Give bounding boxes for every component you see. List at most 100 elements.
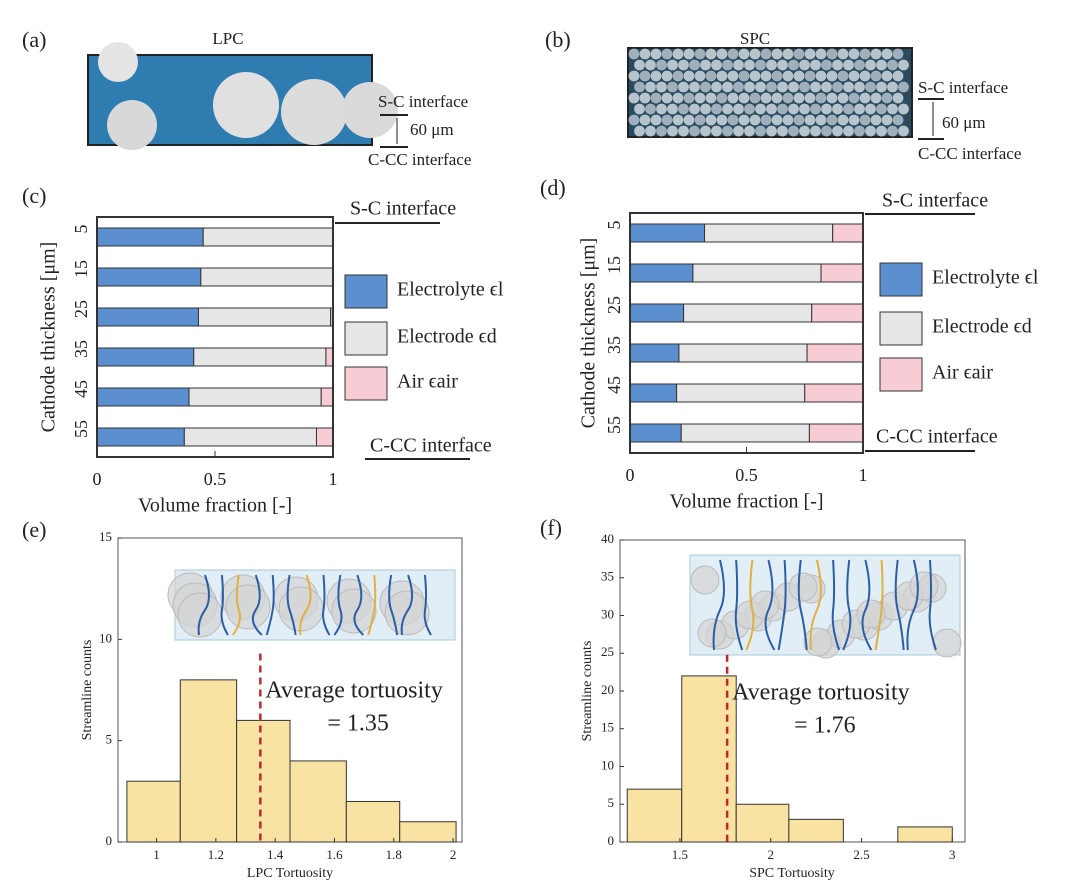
particle xyxy=(848,92,860,104)
particle xyxy=(639,92,651,104)
panel-label: (a) xyxy=(22,27,46,52)
particle xyxy=(628,92,640,104)
particle xyxy=(661,48,673,60)
y-tick-label: 35 xyxy=(601,569,614,584)
particle xyxy=(639,48,651,60)
y-tick-label: 55 xyxy=(71,420,91,438)
particle xyxy=(892,70,904,82)
particle xyxy=(760,92,772,104)
particle xyxy=(749,48,761,60)
particle xyxy=(727,114,739,126)
x-axis-label: Volume fraction [-] xyxy=(669,491,823,513)
particle xyxy=(843,59,854,71)
bar-segment xyxy=(820,263,864,283)
x-tick-label: 1.5 xyxy=(672,847,688,862)
particle xyxy=(694,70,706,82)
particle xyxy=(788,103,799,115)
particle xyxy=(881,48,893,60)
particle xyxy=(804,92,816,104)
particle xyxy=(727,92,739,104)
particle xyxy=(678,125,689,137)
particle xyxy=(700,59,711,71)
inset-particle xyxy=(690,565,720,595)
y-tick-label: 5 xyxy=(604,221,624,230)
particle xyxy=(672,70,684,82)
particle xyxy=(678,59,689,71)
particle xyxy=(771,70,783,82)
streamline xyxy=(232,574,241,636)
legend-swatch xyxy=(344,321,388,356)
particle xyxy=(766,59,777,71)
legend-swatch xyxy=(879,262,923,297)
x-tick-label: 2.5 xyxy=(853,847,869,862)
particle xyxy=(810,59,821,71)
annotation: S-C interface xyxy=(882,190,988,212)
y-axis-label: Cathode thickness [μm] xyxy=(578,238,600,429)
bar xyxy=(897,826,953,843)
x-tick-label: 1 xyxy=(859,465,868,485)
y-tick-label: 45 xyxy=(71,380,91,398)
bar-segment xyxy=(96,267,202,287)
bar-segment xyxy=(183,427,317,447)
particle xyxy=(788,59,799,71)
bar xyxy=(289,760,347,843)
image-title: SPC xyxy=(740,29,770,48)
particle xyxy=(738,48,750,60)
particle xyxy=(788,125,799,137)
particle xyxy=(892,114,904,126)
particle xyxy=(634,59,645,71)
particle xyxy=(744,81,755,93)
y-tick-label: 0 xyxy=(106,833,113,848)
particle xyxy=(645,103,656,115)
particle xyxy=(722,125,733,137)
particle xyxy=(832,125,843,137)
inset-particle xyxy=(697,618,727,648)
particle xyxy=(898,59,909,71)
streamline xyxy=(928,559,937,651)
particle xyxy=(678,103,689,115)
legend-swatch xyxy=(344,274,388,309)
bar-segment xyxy=(96,227,204,247)
inset-particle xyxy=(932,628,962,658)
panel-label: (f) xyxy=(540,515,562,540)
particle xyxy=(639,114,651,126)
particle xyxy=(667,59,678,71)
streamline xyxy=(906,559,919,651)
particle xyxy=(700,81,711,93)
streamline xyxy=(745,559,755,651)
bar-segment xyxy=(320,387,334,407)
particle xyxy=(815,114,827,126)
particle xyxy=(837,114,849,126)
particle xyxy=(810,125,821,137)
panel-label: (c) xyxy=(22,183,46,208)
particle xyxy=(738,114,750,126)
spc-image xyxy=(628,48,909,137)
lpc-image xyxy=(87,42,398,150)
particle xyxy=(711,125,722,137)
bar xyxy=(126,780,181,843)
plot-frame xyxy=(629,212,864,454)
inset-particle xyxy=(331,588,377,634)
streamline xyxy=(322,574,331,636)
particle xyxy=(749,114,761,126)
legend-label: Electrode ϵd xyxy=(397,326,497,348)
y-tick-label: 25 xyxy=(601,644,614,659)
streamline xyxy=(333,574,343,636)
annotation: S-C interface xyxy=(350,198,456,220)
particle xyxy=(281,79,347,145)
legend-swatch xyxy=(344,366,388,401)
particle xyxy=(656,81,667,93)
particle xyxy=(733,81,744,93)
x-tick-label: 0 xyxy=(626,465,635,485)
particle xyxy=(799,103,810,115)
particle xyxy=(634,125,645,137)
y-tick-label: 15 xyxy=(601,720,614,735)
annotation: S-C interface xyxy=(378,92,468,111)
inset-particle xyxy=(177,592,223,638)
particle xyxy=(843,125,854,137)
particle xyxy=(854,59,865,71)
particle xyxy=(650,70,662,82)
particle xyxy=(832,59,843,71)
particle xyxy=(722,59,733,71)
bar xyxy=(179,679,238,843)
